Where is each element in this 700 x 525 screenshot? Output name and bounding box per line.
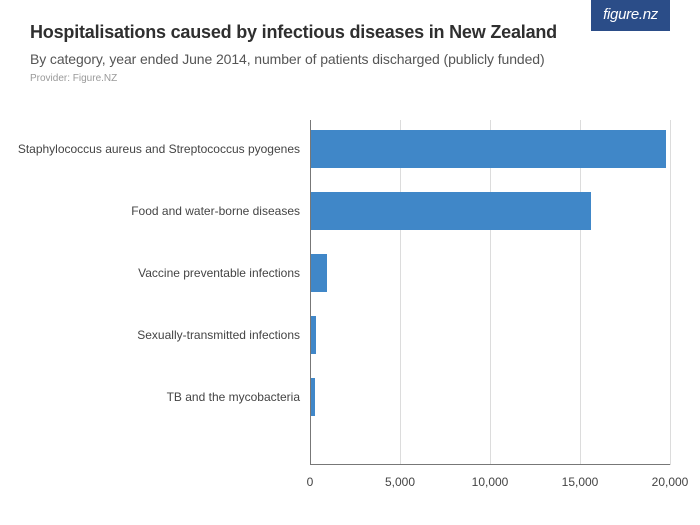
chart-provider: Provider: Figure.NZ [30,73,670,84]
plot-area: 05,00010,00015,00020,000Staphylococcus a… [310,120,670,465]
category-label: Staphylococcus aureus and Streptococcus … [18,142,310,156]
bar-row: Vaccine preventable infections [310,254,670,292]
bar [310,192,591,230]
x-tick-label: 20,000 [652,475,689,489]
bar-row: Sexually-transmitted infections [310,316,670,354]
bar [310,130,666,168]
figure-nz-logo: figure.nz [591,0,670,31]
category-label: Vaccine preventable infections [138,266,310,280]
gridline [670,120,671,465]
category-label: Food and water-borne diseases [131,204,310,218]
bar [310,254,327,292]
logo-text: figure.nz [603,6,658,23]
chart-title: Hospitalisations caused by infectious di… [30,22,670,43]
bar-row: Food and water-borne diseases [310,192,670,230]
y-axis-line [310,120,311,465]
category-label: TB and the mycobacteria [167,390,310,404]
category-label: Sexually-transmitted infections [137,328,310,342]
x-tick-label: 0 [307,475,314,489]
chart-subtitle: By category, year ended June 2014, numbe… [30,51,670,67]
x-tick-label: 10,000 [472,475,509,489]
x-axis-line [310,464,670,465]
bar-row: Staphylococcus aureus and Streptococcus … [310,130,670,168]
bar-row: TB and the mycobacteria [310,378,670,416]
x-tick-label: 15,000 [562,475,599,489]
chart-container: figure.nz Hospitalisations caused by inf… [0,0,700,525]
x-tick-label: 5,000 [385,475,415,489]
chart-area: 05,00010,00015,00020,000Staphylococcus a… [30,120,670,495]
